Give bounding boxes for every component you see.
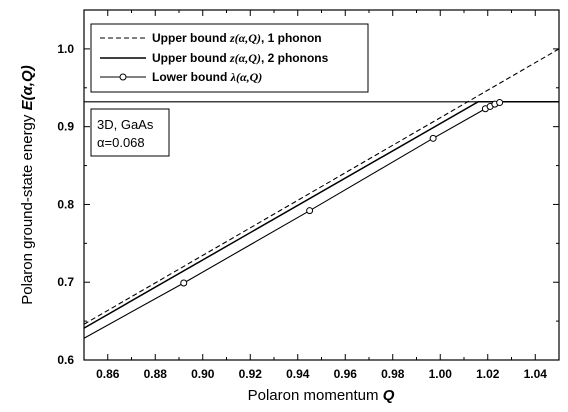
x-tick-label-4: 0.92 bbox=[239, 367, 263, 381]
legend-label-2-prefix: Upper bound bbox=[152, 51, 230, 65]
legend-label-2: Upper bound z(α,Q), 2 phonons bbox=[152, 51, 329, 65]
legend-label-1-suffix: , 1 phonon bbox=[261, 31, 322, 45]
x-axis-title: Polaron momentum Q bbox=[248, 387, 395, 404]
series-3-marker-2 bbox=[306, 207, 314, 215]
legend-label-1: Upper bound z(α,Q), 1 phonon bbox=[152, 31, 322, 45]
annotation-line-1: 3D, GaAs bbox=[97, 117, 154, 132]
x-tick-label-7: 0.98 bbox=[381, 367, 405, 381]
y-axis-title-symbol: E(α,Q) bbox=[19, 65, 36, 110]
x-tick-label-9: 1.02 bbox=[476, 367, 500, 381]
axis-layer: 0.86 0.88 0.90 0.92 0.94 0.96 0.98 1.00 1.02 1.04… bbox=[57, 9, 560, 381]
legend-label-3: Lower bound λ(α,Q) bbox=[152, 70, 262, 84]
y-tick-label-1: 0.6 bbox=[57, 353, 74, 367]
annotation-box-outline bbox=[90, 108, 170, 157]
legend: Upper bound z(α,Q), 1 phonon Upper bound… bbox=[90, 23, 369, 93]
series-2-line bbox=[83, 101, 559, 329]
y-tick-label-4: 0.9 bbox=[57, 120, 74, 134]
legend-label-2-suffix: , 2 phonons bbox=[261, 51, 329, 65]
annotation-box: 3D, GaAs α=0.068 bbox=[90, 108, 170, 157]
legend-label-3-symbol: λ(α,Q) bbox=[230, 70, 263, 84]
x-tick-label-6: 0.96 bbox=[334, 367, 358, 381]
series-3-marker-1 bbox=[180, 279, 188, 287]
y-tick-label-2: 0.7 bbox=[57, 275, 74, 289]
series-layer bbox=[83, 48, 560, 339]
y-axis-title: Polaron ground-state energy E(α,Q) bbox=[19, 65, 36, 304]
y-tick-label-3: 0.8 bbox=[57, 197, 74, 211]
x-axis-title-symbol: Q bbox=[383, 387, 395, 404]
legend-label-1-prefix: Upper bound bbox=[152, 31, 230, 45]
x-tick-label-1: 0.86 bbox=[96, 367, 120, 381]
x-tick-label-10: 1.04 bbox=[524, 367, 548, 381]
y-tick-label-5: 1.0 bbox=[57, 42, 74, 56]
x-tick-label-3: 0.90 bbox=[191, 367, 215, 381]
legend-label-3-prefix: Lower bound bbox=[152, 70, 231, 84]
x-axis-title-main: Polaron momentum bbox=[248, 387, 383, 404]
y-axis-title-main: Polaron ground-state energy bbox=[19, 110, 36, 304]
legend-sample-marker bbox=[119, 73, 127, 81]
legend-label-1-symbol: z(α,Q) bbox=[229, 31, 261, 45]
series-3-marker-3 bbox=[429, 134, 437, 142]
series-3-marker-7 bbox=[496, 99, 504, 107]
series-1-line bbox=[83, 48, 560, 325]
legend-label-2-symbol: z(α,Q) bbox=[229, 51, 261, 65]
x-tick-label-5: 0.94 bbox=[286, 367, 310, 381]
x-tick-label-8: 1.00 bbox=[429, 367, 453, 381]
annotation-line-2: α=0.068 bbox=[97, 135, 145, 150]
x-tick-label-2: 0.88 bbox=[144, 367, 168, 381]
